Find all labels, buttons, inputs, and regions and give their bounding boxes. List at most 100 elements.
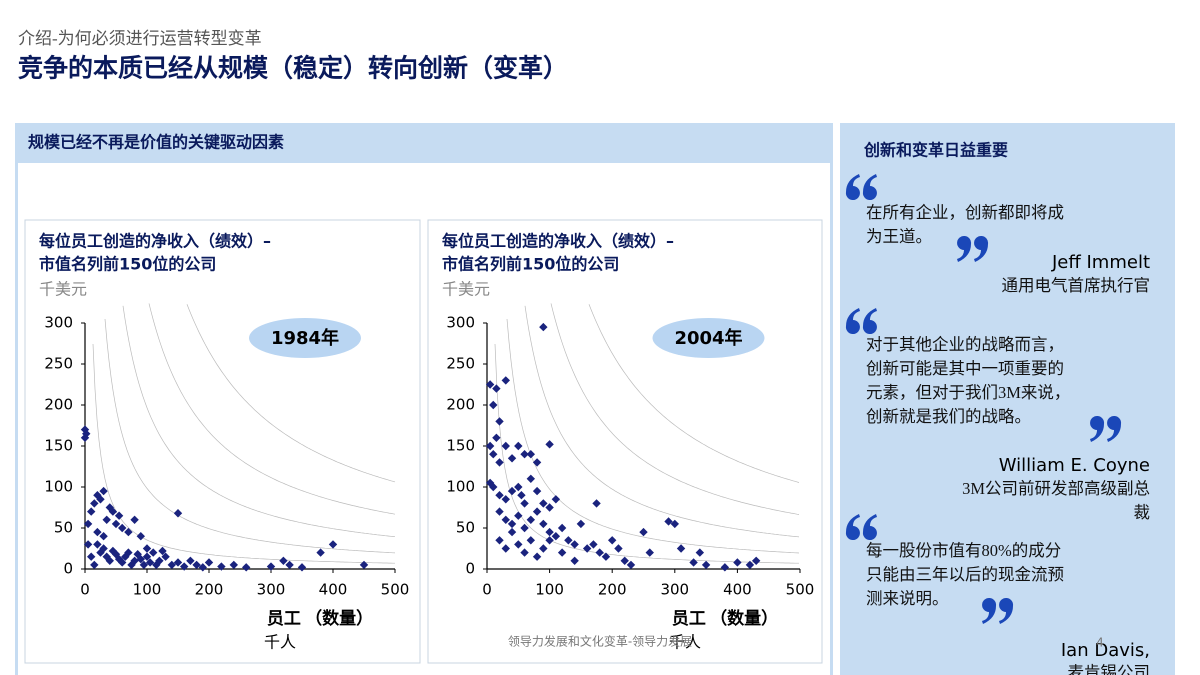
data-point xyxy=(557,523,567,533)
quote-line: 在所有企业，创新都即将成 xyxy=(866,203,1064,222)
x-tick-label: 300 xyxy=(660,581,689,599)
data-point xyxy=(526,450,536,459)
data-point xyxy=(514,482,523,492)
data-point xyxy=(495,507,504,516)
data-point xyxy=(576,519,586,529)
data-point xyxy=(167,560,176,570)
data-point xyxy=(645,548,654,557)
quote-role: 通用电气首席执行官 xyxy=(1002,276,1151,295)
data-point xyxy=(526,536,536,545)
data-point xyxy=(118,558,127,567)
quote-line: 测来说明。 xyxy=(866,589,949,608)
data-point xyxy=(545,503,554,512)
x-tick-label: 0 xyxy=(482,581,492,599)
data-point xyxy=(139,560,149,570)
data-point xyxy=(570,540,579,549)
iso-curve xyxy=(588,304,800,483)
data-point xyxy=(689,558,698,567)
data-point xyxy=(114,554,124,564)
iso-curve xyxy=(494,343,799,564)
badge-label: 2004年 xyxy=(674,327,742,349)
data-point xyxy=(582,544,592,553)
data-point xyxy=(118,523,127,533)
kicker: 介绍-为何必须进行运营转型变革 xyxy=(18,29,262,48)
y-tick-label: 150 xyxy=(446,437,475,455)
close-quote xyxy=(999,598,1014,624)
y-tick-label: 0 xyxy=(465,560,475,578)
open-quote xyxy=(845,174,860,200)
data-point xyxy=(485,441,495,451)
quote-author: Ian Davis, xyxy=(1061,640,1150,661)
iso-curve xyxy=(186,304,396,483)
data-point xyxy=(507,527,517,537)
data-point xyxy=(102,515,111,524)
data-point xyxy=(545,536,554,545)
x-tick-label: 200 xyxy=(195,581,224,599)
data-point xyxy=(114,511,124,520)
data-point xyxy=(626,560,636,570)
data-point xyxy=(507,454,517,463)
x-tick-label: 500 xyxy=(381,581,410,599)
data-point xyxy=(501,495,510,504)
data-point xyxy=(495,417,504,426)
data-point xyxy=(87,507,96,516)
iso-curve xyxy=(122,305,396,538)
y-tick-label: 50 xyxy=(54,519,73,537)
data-point xyxy=(149,548,158,557)
open-quote xyxy=(862,308,877,334)
data-point xyxy=(532,552,542,561)
data-point xyxy=(701,560,711,570)
x-tick-label: 100 xyxy=(535,581,564,599)
data-point xyxy=(142,552,152,561)
x-axis-label: 员工 （数量） xyxy=(672,608,778,628)
data-point xyxy=(539,519,548,529)
panel-heading: 创新和变革日益重要 xyxy=(863,141,1008,160)
data-point xyxy=(297,563,307,572)
data-point xyxy=(670,519,679,529)
data-point xyxy=(99,544,108,553)
data-point xyxy=(316,548,325,557)
y-tick-label: 150 xyxy=(44,437,73,455)
data-point xyxy=(93,540,102,549)
data-point xyxy=(90,560,99,570)
data-point xyxy=(526,474,536,483)
data-point xyxy=(507,486,517,496)
quote-role: 麦肯锡公司 xyxy=(1068,663,1151,675)
x-axis-label: 员工 （数量） xyxy=(267,608,373,628)
data-point xyxy=(96,495,105,504)
data-point xyxy=(489,400,498,410)
data-point xyxy=(539,499,548,508)
data-point xyxy=(551,495,561,504)
iso-curve xyxy=(550,303,800,515)
data-point xyxy=(492,433,501,442)
data-point xyxy=(124,527,133,537)
data-point xyxy=(595,548,604,557)
y-tick-label: 250 xyxy=(446,355,475,373)
data-point xyxy=(485,380,495,389)
data-point xyxy=(745,560,755,570)
slide-title: 竞争的本质已经从规模（稳定）转向创新（变革） xyxy=(18,54,568,83)
data-point xyxy=(173,509,183,518)
data-point xyxy=(514,441,523,451)
data-point xyxy=(328,540,338,549)
quote-author: Jeff Immelt xyxy=(1051,252,1150,273)
data-point xyxy=(121,552,130,561)
data-point xyxy=(733,558,742,567)
data-point xyxy=(102,552,111,561)
unit-label: 千美元 xyxy=(39,280,87,299)
unit-label: 千美元 xyxy=(442,280,490,299)
data-point xyxy=(492,384,501,393)
data-point xyxy=(489,450,498,459)
data-point xyxy=(93,527,102,537)
page-number: 4 xyxy=(1096,636,1104,650)
data-point xyxy=(136,554,145,564)
chart-title: 市值名列前150位的公司 xyxy=(39,255,216,274)
data-point xyxy=(517,491,526,500)
data-point xyxy=(186,556,195,565)
data-point xyxy=(592,499,601,508)
y-tick-label: 200 xyxy=(44,396,73,414)
data-point xyxy=(545,440,554,449)
data-point xyxy=(639,527,648,537)
footer-caption: 领导力发展和文化变革-领导力发展 xyxy=(508,634,692,649)
close-quote xyxy=(1090,416,1105,442)
